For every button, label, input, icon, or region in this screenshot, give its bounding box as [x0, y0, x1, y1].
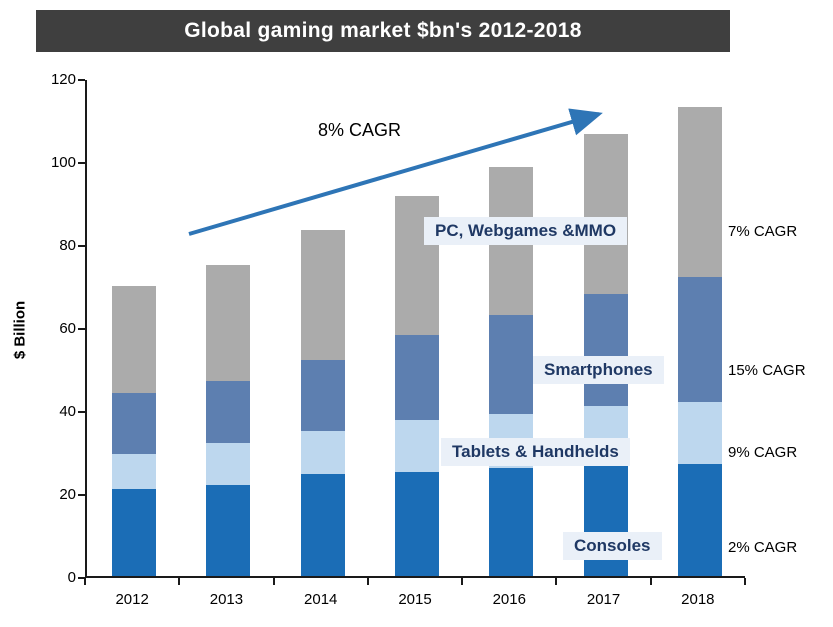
bar-segment [489, 468, 534, 576]
bar-2018 [677, 107, 722, 576]
chart-title: Global gaming market $bn's 2012-2018 [36, 10, 730, 52]
y-tick-mark [78, 328, 85, 330]
bar-segment [112, 285, 157, 394]
bar-2014 [300, 229, 345, 576]
y-tick-label: 100 [50, 154, 76, 171]
bar-segment [677, 401, 722, 464]
x-tick-label: 2018 [681, 591, 715, 608]
x-tick-label: 2017 [586, 591, 621, 608]
bar-segment [583, 293, 628, 406]
plot-area [85, 80, 745, 578]
bar-segment [112, 393, 157, 454]
x-tick-mark [84, 578, 86, 585]
bar-segment [300, 430, 345, 475]
bar-2015 [395, 196, 439, 576]
cagr-label-smartphones: 15% CAGR [728, 362, 806, 379]
bar-segment [677, 464, 722, 576]
series-label-pc-webgames-mmo: PC, Webgames &MMO [424, 217, 628, 245]
y-tick-label: 80 [59, 237, 76, 254]
x-tick-mark [366, 578, 369, 585]
y-axis-title: $ Billion [11, 300, 29, 360]
x-tick-mark [744, 578, 746, 585]
x-tick-label: 2012 [115, 591, 149, 608]
x-tick-mark [272, 578, 275, 585]
y-tick-mark [78, 411, 85, 413]
y-tick-mark [78, 577, 85, 579]
bar-segment [395, 335, 439, 421]
bar-segment [206, 380, 251, 444]
bar-segment [583, 134, 628, 294]
bar-segment [206, 264, 251, 381]
bar-segment [112, 488, 157, 576]
y-tick-mark [78, 79, 85, 81]
series-label-smartphones: Smartphones [533, 356, 664, 384]
bar-segment [112, 453, 157, 489]
bar-segment [395, 420, 439, 473]
series-label-consoles: Consoles [563, 532, 662, 560]
y-tick-label: 60 [59, 320, 76, 337]
y-tick-label: 120 [50, 71, 76, 88]
bar-segment [395, 472, 439, 576]
bar-segment [300, 360, 345, 431]
bars-layer [87, 80, 745, 576]
x-tick-mark [178, 578, 181, 585]
bar-segment [677, 277, 722, 402]
bar-2013 [206, 264, 251, 576]
x-tick-mark [649, 578, 652, 585]
trend-cagr-annotation: 8% CAGR [318, 120, 402, 140]
cagr-label-consoles: 2% CAGR [728, 539, 798, 556]
x-tick-mark [461, 578, 464, 585]
bar-segment [206, 443, 251, 485]
bar-segment [206, 484, 251, 576]
x-tick-label: 2014 [304, 591, 338, 608]
bar-segment [489, 314, 534, 415]
cagr-label-tablets-handhelds: 9% CAGR [728, 444, 798, 461]
y-tick-label: 0 [67, 569, 76, 586]
y-tick-label: 20 [59, 486, 76, 503]
bar-segment [300, 474, 345, 576]
x-tick-label: 2013 [209, 591, 244, 608]
bar-2017 [583, 134, 628, 576]
x-tick-label: 2016 [492, 591, 526, 608]
y-tick-mark [78, 162, 85, 164]
bar-2012 [112, 285, 157, 576]
x-tick-label: 2015 [398, 591, 432, 608]
series-label-tablets-handhelds: Tablets & Handhelds [441, 438, 630, 466]
y-tick-mark [78, 494, 85, 496]
y-tick-mark [78, 245, 85, 247]
x-tick-mark [555, 578, 558, 585]
bar-segment [300, 229, 345, 361]
y-tick-label: 40 [59, 403, 76, 420]
bar-segment [677, 107, 722, 278]
cagr-label-pc-webgames-mmo: 7% CAGR [728, 223, 798, 240]
